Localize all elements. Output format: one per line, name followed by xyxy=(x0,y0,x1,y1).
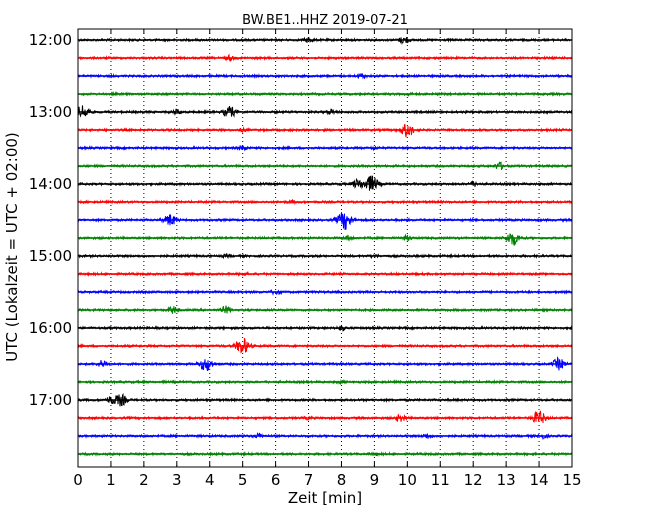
x-tick-label: 0 xyxy=(73,471,83,489)
trace-line xyxy=(77,175,573,191)
trace-line xyxy=(77,410,573,424)
plot-frame xyxy=(77,28,573,468)
x-tick-label: 12 xyxy=(464,471,483,489)
x-tick-label: 6 xyxy=(271,471,281,489)
y-tick-label: 16:00 xyxy=(29,319,72,337)
y-tick-label: 17:00 xyxy=(29,391,72,409)
ticks-layer: 0 1 2 3 4 5 6 7 8 9 10 11 12 13 14 1512:0013:0014:0015:… xyxy=(29,29,582,489)
x-tick-label: 5 xyxy=(238,471,248,489)
x-tick-label: 1 xyxy=(106,471,116,489)
trace-line xyxy=(77,233,573,247)
trace-line xyxy=(77,124,573,138)
trace-line xyxy=(77,212,573,230)
x-axis-label: Zeit [min] xyxy=(288,489,362,507)
trace-line xyxy=(77,105,573,118)
y-tick-label: 12:00 xyxy=(29,31,72,49)
x-tick-label: 15 xyxy=(562,471,581,489)
x-tick-label: 9 xyxy=(370,471,380,489)
x-tick-label: 11 xyxy=(431,471,450,489)
y-tick-label: 15:00 xyxy=(29,247,72,265)
x-tick-label: 2 xyxy=(139,471,149,489)
x-tick-label: 7 xyxy=(304,471,314,489)
x-tick-label: 4 xyxy=(205,471,215,489)
y-axis-label: UTC (Lokalzeit = UTC + 02:00) xyxy=(3,132,21,362)
x-tick-label: 8 xyxy=(337,471,347,489)
x-tick-label: 13 xyxy=(497,471,516,489)
traces-layer xyxy=(77,36,573,458)
chart-title: BW.BE1..HHZ 2019-07-21 xyxy=(242,13,408,28)
x-tick-label: 10 xyxy=(398,471,417,489)
x-tick-label: 14 xyxy=(530,471,549,489)
x-tick-label: 3 xyxy=(172,471,182,489)
y-tick-label: 13:00 xyxy=(29,103,72,121)
y-tick-label: 14:00 xyxy=(29,175,72,193)
